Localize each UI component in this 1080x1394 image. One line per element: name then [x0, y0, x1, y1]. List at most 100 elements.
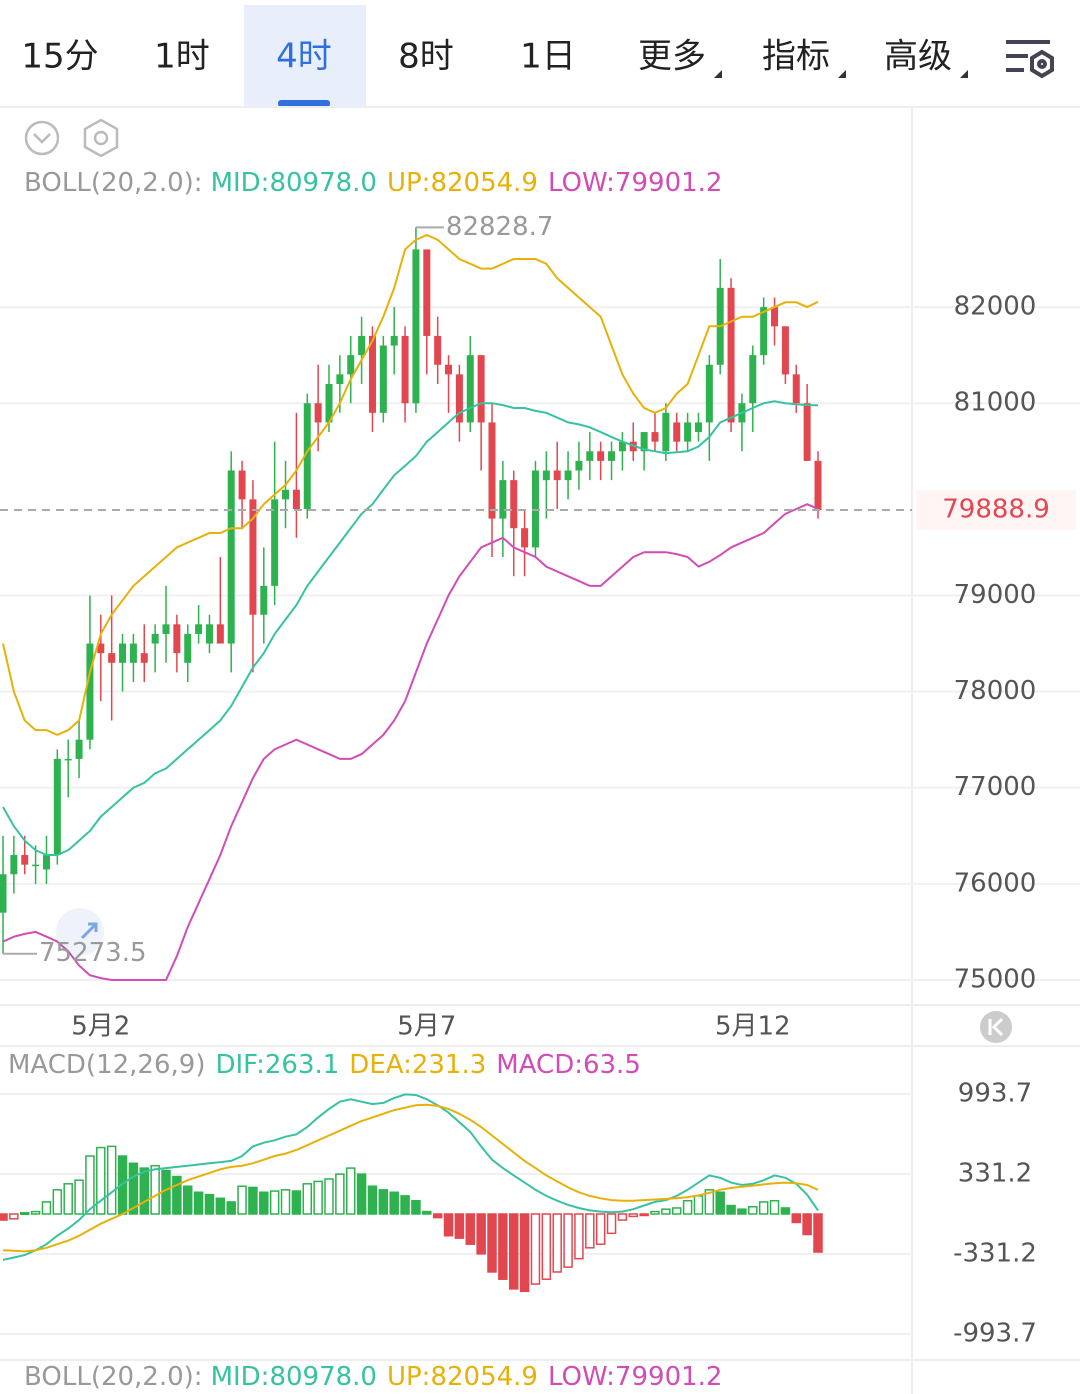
candle-body	[260, 585, 268, 615]
legend-title: BOLL(20,2.0):	[24, 168, 203, 198]
macd-bar	[432, 1213, 443, 1219]
macd-bar	[563, 1213, 573, 1268]
macd-bar	[248, 1186, 258, 1215]
candle-body	[0, 874, 7, 913]
candle-body	[140, 653, 148, 663]
macd-bar	[650, 1210, 660, 1215]
candle-body	[749, 355, 757, 404]
settings-icon[interactable]	[1006, 40, 1054, 79]
macd-bar	[41, 1201, 52, 1215]
macd-bar	[19, 1212, 30, 1216]
candle-body	[760, 307, 768, 356]
macd-bar	[574, 1213, 584, 1260]
macd-bar	[313, 1180, 323, 1215]
y-tick-label: -993.7	[953, 1318, 1037, 1348]
macd-bar	[671, 1207, 682, 1215]
macd-bar	[335, 1173, 345, 1215]
candle-body	[195, 624, 203, 634]
macd-bar	[85, 1155, 95, 1215]
candle-body	[814, 460, 822, 511]
candle-body	[792, 374, 800, 404]
macd-line	[2, 1093, 819, 1261]
macd-bar	[606, 1213, 617, 1235]
candle-body	[216, 624, 224, 644]
tab[interactable]: 15分	[21, 37, 98, 77]
macd-bar	[9, 1213, 19, 1220]
candle-body	[564, 470, 572, 481]
candle-body	[705, 364, 713, 423]
jump-bubble[interactable]	[56, 908, 104, 956]
boll-legend-bottom: BOLL(20,2.0): MID:80978.0 UP:82054.9 LOW:79…	[24, 1362, 722, 1392]
tab[interactable]: 1日	[520, 37, 576, 77]
macd-bar	[682, 1199, 693, 1215]
macd-bar	[400, 1195, 410, 1215]
candle-body	[271, 499, 279, 586]
tab[interactable]: 指标	[762, 37, 830, 77]
macd-legend: MACD(12,26,9) DIF:263.1 DEA:231.3 MACD:63.5	[8, 1050, 641, 1080]
macd-bar	[443, 1213, 454, 1237]
tab[interactable]: 8时	[398, 37, 454, 77]
macd-bar	[302, 1183, 313, 1215]
macd-bar	[726, 1204, 736, 1215]
candle-body	[173, 624, 181, 654]
tab[interactable]: 1时	[154, 37, 210, 77]
candle-body	[184, 633, 192, 663]
active-tab-underline	[278, 100, 330, 107]
macd-bar	[693, 1195, 704, 1215]
candle-body	[162, 624, 170, 634]
macd-bar	[30, 1210, 41, 1215]
dropdown-caret	[714, 70, 722, 78]
candle-body	[466, 355, 474, 423]
settings-hex-icon[interactable]	[83, 118, 119, 158]
macd-bar	[617, 1213, 628, 1221]
legend-item: DEA:231.3	[349, 1050, 486, 1080]
dropdown-caret	[960, 70, 968, 78]
macd-bar	[476, 1213, 486, 1255]
boll-line	[2, 400, 819, 856]
macd-bar	[508, 1213, 519, 1290]
candle-body	[336, 374, 344, 384]
y-tick-label: 82000	[954, 292, 1037, 322]
candle-body	[727, 287, 735, 423]
macd-bar	[226, 1201, 236, 1215]
candle-body	[86, 643, 94, 740]
rewind-icon[interactable]	[980, 1011, 1012, 1043]
macd-bar	[378, 1189, 389, 1215]
macd-bar	[269, 1190, 280, 1215]
legend-item: DIF:263.1	[215, 1050, 339, 1080]
candle-body	[10, 855, 18, 875]
candle-body	[32, 864, 40, 867]
macd-bar	[204, 1193, 215, 1215]
macd-bar	[52, 1189, 63, 1215]
candle-body	[499, 480, 507, 519]
tab[interactable]: 高级	[884, 37, 952, 77]
macd-bar	[769, 1199, 780, 1215]
candle-body	[488, 422, 496, 519]
y-tick-label: 79000	[954, 580, 1037, 610]
y-tick-label: 76000	[954, 868, 1037, 898]
collapse-icon[interactable]	[24, 120, 60, 156]
macd-line	[2, 1103, 819, 1253]
macd-bar	[704, 1189, 715, 1215]
macd-bar	[411, 1199, 421, 1215]
tab[interactable]: 更多	[638, 37, 706, 77]
macd-bar	[0, 1213, 8, 1221]
tab[interactable]: 4时	[276, 37, 332, 77]
dropdown-caret	[838, 70, 846, 78]
candle-body	[445, 364, 453, 375]
candle-body	[542, 470, 550, 481]
boll-line	[2, 503, 819, 981]
boll-legend: BOLL(20,2.0): MID:80978.0 UP:82054.9 LOW:79…	[24, 168, 722, 198]
candle-body	[205, 624, 213, 644]
macd-bar	[345, 1167, 356, 1215]
x-tick-label: 5月12	[715, 1012, 791, 1042]
legend-item: MID:80978.0	[211, 168, 377, 198]
candle-body	[303, 403, 311, 509]
y-tick-label: 331.2	[958, 1159, 1032, 1189]
candle-body	[531, 470, 539, 548]
macd-bar	[661, 1208, 671, 1215]
macd-bar	[748, 1206, 758, 1215]
candle-body	[325, 383, 333, 423]
macd-bar	[639, 1213, 649, 1217]
candle-body	[618, 441, 626, 452]
